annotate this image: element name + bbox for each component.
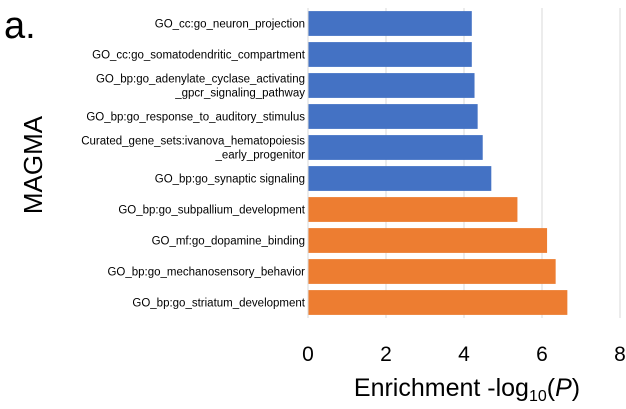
category-label: GO_cc:go_somatodendritic_compartment	[92, 50, 306, 62]
category-label: _gpcr_signaling_pathway	[174, 88, 305, 100]
x-tick-label: 8	[614, 343, 626, 366]
y-axis-label: MAGMA	[18, 115, 48, 214]
bars	[307, 8, 568, 318]
bar	[308, 259, 556, 284]
bar	[308, 228, 548, 253]
category-label: GO_bp:go_mechanosensory_behavior	[107, 267, 305, 279]
category-label: GO_bp:go_synaptic signaling	[155, 174, 305, 186]
category-label: GO_cc:go_neuron_projection	[155, 19, 305, 31]
category-labels: GO_cc:go_neuron_projection GO_cc:go_somat…	[81, 19, 306, 310]
category-label: Curated_gene_sets:ivanova_hematopoiesis	[81, 136, 305, 148]
category-label: GO_bp:go_response_to_auditory_stimulus	[86, 112, 305, 124]
x-tick-label: 0	[302, 343, 314, 366]
x-tick-label: 6	[536, 343, 548, 366]
category-label: GO_bp:go_striatum_development	[132, 298, 305, 310]
bar	[308, 135, 483, 160]
bar	[308, 73, 475, 98]
bar	[308, 104, 478, 129]
category-label: _early_progenitor	[214, 150, 305, 162]
x-tick-labels: 0 2 4 6 8	[302, 343, 626, 366]
x-tick-label: 4	[458, 343, 470, 366]
bar	[308, 166, 492, 191]
bar	[308, 42, 472, 67]
panel-label: a.	[4, 5, 36, 47]
bar	[308, 11, 472, 36]
category-label: GO_bp:go_adenylate_cyclase_activating	[96, 74, 305, 86]
x-tick-label: 2	[380, 343, 392, 366]
category-label: GO_mf:go_dopamine_binding	[152, 236, 305, 248]
bar	[308, 197, 518, 222]
bar	[308, 290, 568, 315]
x-axis-label: Enrichment -log10(P)	[354, 374, 580, 405]
category-label: GO_bp:go_subpallium_development	[118, 205, 305, 217]
